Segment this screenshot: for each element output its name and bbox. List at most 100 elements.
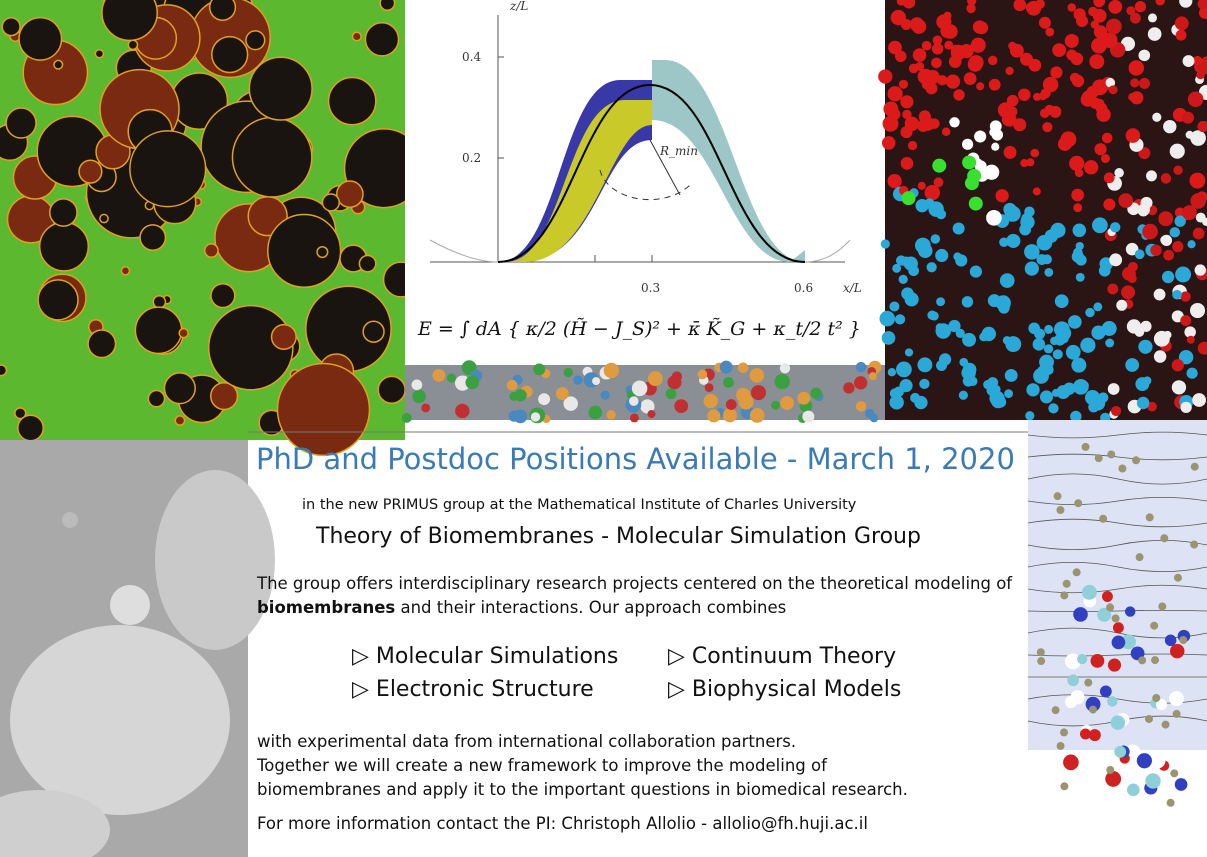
bead: [1025, 2, 1036, 13]
bead: [1147, 27, 1162, 41]
ligand: [964, 176, 979, 191]
bead: [999, 273, 1015, 288]
bead: [974, 160, 987, 173]
bead: [941, 127, 951, 136]
ion: [1056, 741, 1065, 750]
bead: [749, 408, 765, 423]
atom: [1107, 696, 1118, 707]
ion: [1158, 602, 1167, 611]
bead: [1142, 223, 1158, 240]
bead: [1042, 122, 1053, 133]
bead: [979, 332, 989, 342]
ion: [1099, 514, 1108, 523]
bead: [995, 189, 1009, 203]
droplet: [1, 16, 21, 37]
bead: [1019, 52, 1033, 66]
bead: [1013, 0, 1027, 12]
droplet: [127, 39, 139, 51]
bead: [1044, 229, 1059, 243]
bead: [779, 363, 791, 374]
bead: [1100, 153, 1110, 164]
bead: [1186, 335, 1195, 344]
bead: [1134, 1, 1147, 13]
bead: [1054, 294, 1069, 309]
bead: [1024, 244, 1040, 260]
atom: [1073, 607, 1088, 622]
bead: [1136, 396, 1150, 410]
bead: [963, 72, 977, 85]
bead: [1175, 266, 1192, 283]
curve-extension: [429, 239, 499, 263]
bead: [1171, 380, 1187, 395]
bead: [1086, 85, 1099, 99]
bead: [936, 359, 948, 371]
bead: [882, 115, 899, 132]
bead: [1094, 98, 1105, 109]
bead: [1197, 341, 1207, 355]
bead: [1197, 0, 1207, 10]
ion: [1060, 782, 1069, 791]
bead: [1005, 66, 1014, 76]
droplet: [231, 116, 313, 198]
bead: [1052, 349, 1063, 360]
bead: [1018, 88, 1031, 101]
closing-line: with experimental data from internationa…: [257, 732, 797, 751]
bead: [750, 385, 766, 401]
bead: [1163, 119, 1177, 134]
bead: [1038, 16, 1051, 29]
bead: [1075, 272, 1085, 282]
bead: [1004, 368, 1018, 382]
bead: [961, 365, 976, 381]
bead: [999, 237, 1009, 248]
bead: [931, 57, 942, 69]
bead: [1153, 288, 1166, 301]
bead: [896, 361, 912, 378]
bead: [949, 117, 960, 128]
ion: [1160, 534, 1169, 543]
bead: [1030, 148, 1040, 158]
bead: [1056, 385, 1071, 400]
bead: [1194, 264, 1206, 276]
bead: [917, 243, 933, 259]
bead: [959, 44, 974, 59]
bead: [898, 79, 909, 89]
bead: [810, 387, 822, 399]
bead: [1032, 338, 1046, 351]
bead: [1020, 215, 1035, 230]
bead: [1181, 205, 1197, 221]
bead: [671, 371, 683, 382]
bead: [914, 395, 928, 410]
y-axis-label: z/L: [509, 0, 528, 13]
bead: [555, 387, 569, 400]
bead: [771, 400, 781, 410]
bead: [912, 48, 927, 62]
energy-equation: E = ∫ dA { κ/2 (H̃ − J_S)² + κ̄ K̃_G + κ…: [417, 318, 861, 340]
bead: [665, 388, 677, 400]
bead: [1184, 326, 1196, 338]
bead: [563, 367, 573, 378]
atom: [1136, 753, 1152, 769]
droplet: [5, 107, 37, 139]
droplet: [38, 221, 90, 272]
bead: [707, 409, 721, 423]
bead: [855, 361, 867, 373]
ion: [1056, 506, 1065, 515]
atom: [1105, 771, 1122, 787]
ion: [1072, 568, 1081, 577]
bead: [1003, 202, 1017, 216]
atom: [1090, 653, 1105, 668]
bead: [1006, 94, 1019, 107]
bead: [904, 348, 914, 357]
bead: [1169, 143, 1185, 159]
ion: [1150, 621, 1159, 630]
contour: [1027, 518, 1207, 528]
bead: [506, 379, 518, 391]
bead: [563, 396, 578, 411]
droplet: [327, 76, 377, 126]
droplet: [78, 159, 103, 184]
bead: [900, 157, 914, 170]
bead: [896, 0, 906, 6]
bead: [962, 332, 977, 347]
bead: [967, 0, 977, 6]
